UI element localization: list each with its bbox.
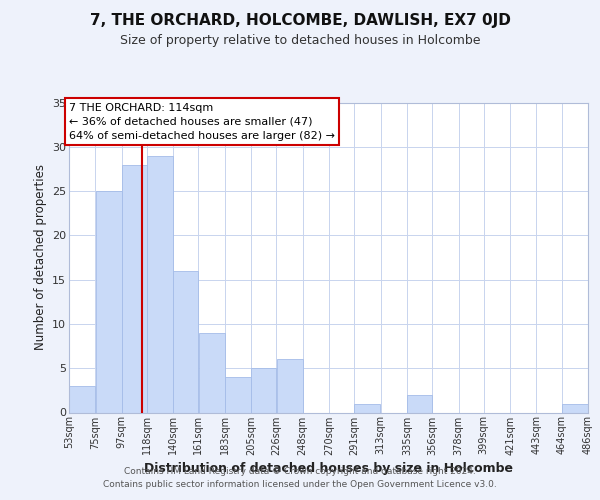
Y-axis label: Number of detached properties: Number of detached properties: [34, 164, 47, 350]
Bar: [355, 404, 380, 412]
X-axis label: Distribution of detached houses by size in Holcombe: Distribution of detached houses by size …: [144, 462, 513, 474]
Bar: [147, 156, 173, 412]
Bar: [277, 360, 302, 412]
Text: Contains HM Land Registry data © Crown copyright and database right 2024.: Contains HM Land Registry data © Crown c…: [124, 467, 476, 476]
Bar: [122, 164, 147, 412]
Bar: [173, 271, 198, 412]
Text: 7, THE ORCHARD, HOLCOMBE, DAWLISH, EX7 0JD: 7, THE ORCHARD, HOLCOMBE, DAWLISH, EX7 0…: [89, 12, 511, 28]
Bar: [407, 395, 432, 412]
Bar: [251, 368, 276, 412]
Text: 7 THE ORCHARD: 114sqm
← 36% of detached houses are smaller (47)
64% of semi-deta: 7 THE ORCHARD: 114sqm ← 36% of detached …: [69, 102, 335, 141]
Bar: [69, 386, 95, 412]
Text: Size of property relative to detached houses in Holcombe: Size of property relative to detached ho…: [120, 34, 480, 47]
Bar: [199, 333, 224, 412]
Bar: [225, 377, 251, 412]
Bar: [562, 404, 588, 412]
Text: Contains public sector information licensed under the Open Government Licence v3: Contains public sector information licen…: [103, 480, 497, 489]
Bar: [95, 191, 122, 412]
